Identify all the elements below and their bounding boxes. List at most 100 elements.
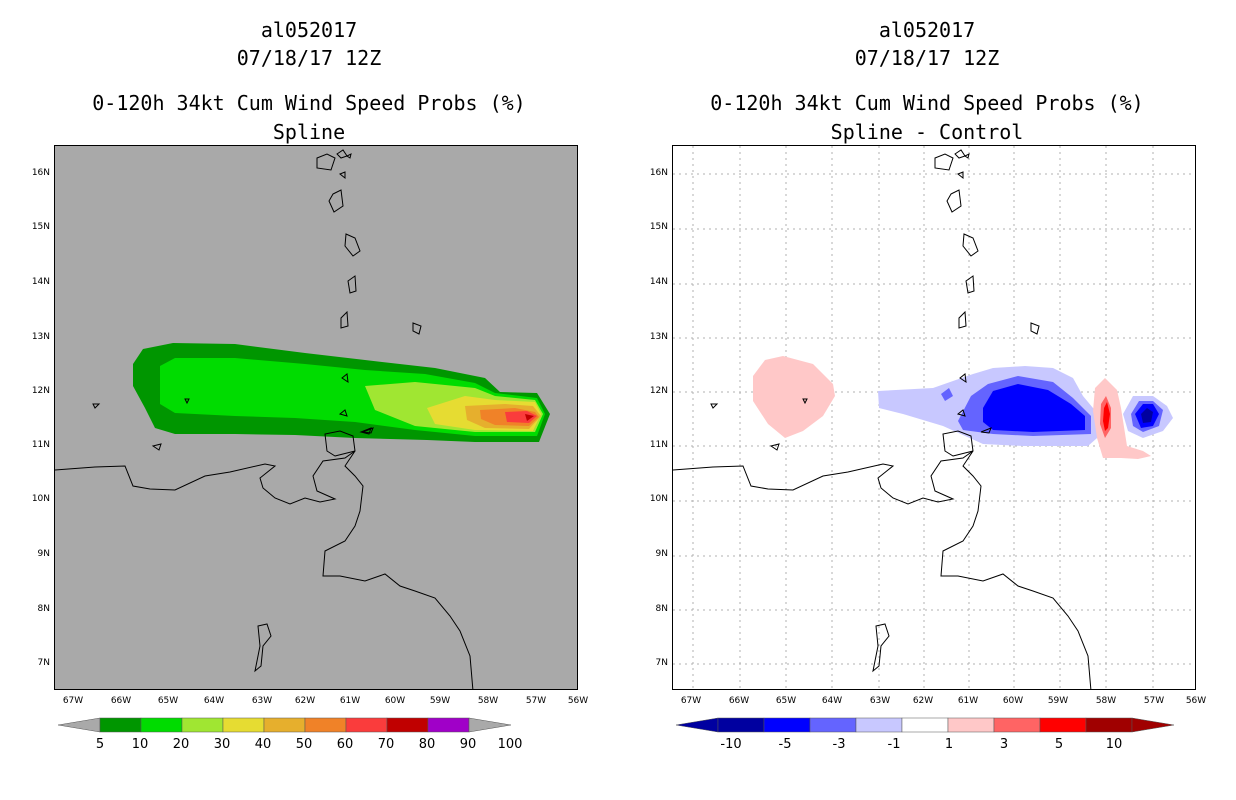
colorbar-swatch: [947, 717, 995, 733]
colorbar-label: 10: [1105, 737, 1123, 752]
martinique: [347, 275, 357, 294]
colorbar-label: 30: [213, 737, 231, 752]
lon-label: 61W: [957, 696, 979, 706]
lon-label: 64W: [203, 696, 225, 706]
diff-neg-10-east: [1141, 408, 1153, 423]
tobago: [980, 427, 992, 434]
lon-label: 63W: [251, 696, 273, 706]
lon-label: 59W: [429, 696, 451, 706]
orinoco-island: [872, 623, 890, 673]
colorbar-swatch: [181, 717, 224, 733]
lat-label: 8N: [655, 604, 668, 614]
left-colorbar-svg: [58, 717, 512, 733]
margarita: [151, 443, 162, 451]
tobago-east: [359, 427, 372, 435]
prob-70-contour: [525, 414, 534, 421]
colorbar-swatch: [1039, 717, 1087, 733]
diff-neg-5-contour: [983, 384, 1085, 432]
tobago: [362, 427, 374, 434]
colorbar-label: -10: [720, 737, 742, 752]
colorbar-swatch: [993, 717, 1041, 733]
grid-lines: [673, 146, 1195, 689]
st-vincent: [959, 373, 967, 384]
guadeloupe: [328, 189, 344, 213]
lon-label: 63W: [869, 696, 891, 706]
colorbar-swatch: [99, 717, 142, 733]
left-panel: al052017 07/18/17 12Z 0-120h 34kt Cum Wi…: [31, 19, 589, 752]
lon-label: 67W: [680, 696, 702, 706]
diff-pos-1-east: [1093, 378, 1151, 459]
diff-pos-10-east: [1103, 402, 1110, 431]
left-colorbar: [58, 716, 558, 734]
lon-label: 62W: [294, 696, 316, 706]
colorbar-label: 5: [1054, 737, 1064, 752]
aruba: [92, 403, 101, 409]
leeward-islands: [934, 149, 970, 171]
colorbar-label: 70: [377, 737, 395, 752]
south-america-coast: [673, 450, 1092, 689]
barbados: [1030, 322, 1040, 335]
colorbar-label: -1: [887, 737, 901, 752]
leeward-islands: [316, 149, 352, 171]
right-date: 07/18/17 12Z: [854, 46, 1000, 70]
colorbar-label: 3: [999, 737, 1009, 752]
lon-label: 56W: [567, 696, 589, 706]
lat-label: 9N: [655, 549, 668, 559]
colorbar-swatch: [809, 717, 857, 733]
left-subtitle: Spline: [272, 120, 346, 144]
lat-label: 16N: [649, 168, 668, 178]
colorbar-end-left: [58, 717, 101, 733]
colorbar-swatch: [855, 717, 903, 733]
grenada: [338, 409, 348, 417]
coastlines: [673, 149, 1092, 689]
lon-label: 56W: [1185, 696, 1207, 706]
lon-label: 65W: [775, 696, 797, 706]
colorbar-label: 80: [418, 737, 436, 752]
lat-label: 7N: [37, 658, 50, 668]
diff-pos-1-west: [753, 356, 835, 438]
bonaire: [184, 398, 190, 405]
st-vincent: [341, 373, 349, 384]
colorbar-label: 1: [944, 737, 954, 752]
right-product-title: 0-120h 34kt Cum Wind Speed Probs (%): [710, 91, 1144, 115]
colorbar-label: 100: [497, 737, 523, 752]
lon-label: 60W: [384, 696, 406, 706]
colorbar-swatch: [901, 717, 949, 733]
lon-label: 59W: [1047, 696, 1069, 706]
left-date: 07/18/17 12Z: [236, 46, 382, 70]
colorbar-label: 50: [295, 737, 313, 752]
colorbar-label: 5: [95, 737, 105, 752]
right-map: [672, 145, 1196, 690]
colorbar-end-right: [1131, 717, 1175, 733]
lat-label: 16N: [31, 168, 50, 178]
trinidad: [942, 430, 974, 457]
martinique: [965, 275, 975, 294]
colorbar-swatch: [304, 717, 347, 733]
lon-label: 58W: [1095, 696, 1117, 706]
lon-label: 57W: [525, 696, 547, 706]
lat-label: 15N: [31, 222, 50, 232]
lat-label: 11N: [649, 440, 668, 450]
lon-label: 66W: [728, 696, 750, 706]
right-colorbar-svg: [676, 717, 1175, 733]
lat-label: 10N: [31, 494, 50, 504]
lon-label: 65W: [157, 696, 179, 706]
barbados: [412, 322, 422, 335]
antigua: [339, 171, 346, 180]
colorbar-swatch: [345, 717, 388, 733]
colorbar-swatch: [427, 717, 470, 733]
colorbar-label: -5: [778, 737, 792, 752]
lon-label: 60W: [1002, 696, 1024, 706]
colorbar-label: -3: [832, 737, 846, 752]
aruba: [710, 403, 719, 409]
margarita: [769, 443, 780, 451]
lon-label: 62W: [912, 696, 934, 706]
right-map-svg: [673, 146, 1195, 689]
st-lucia: [958, 310, 967, 329]
orinoco-island: [254, 623, 272, 673]
lat-label: 14N: [649, 277, 668, 287]
left-map-svg: [55, 149, 550, 689]
colorbar-end-right: [468, 717, 512, 733]
colorbar-label: 20: [172, 737, 190, 752]
lat-label: 13N: [31, 332, 50, 342]
